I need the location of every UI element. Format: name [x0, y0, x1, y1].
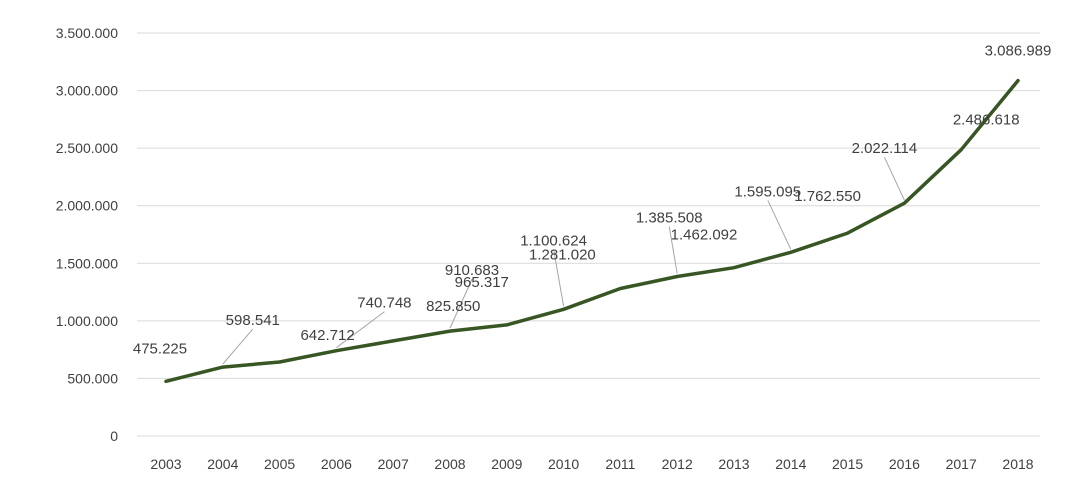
x-tick-label: 2009	[491, 456, 522, 472]
y-tick-label: 1.500.000	[56, 255, 118, 271]
x-tick-label: 2012	[662, 456, 693, 472]
data-label: 598.541	[226, 312, 280, 329]
label-leader-lines	[222, 156, 905, 365]
leader-line	[767, 200, 792, 250]
data-label: 1.462.092	[671, 227, 738, 244]
leader-line	[553, 249, 565, 307]
data-label: 1.100.624	[520, 232, 587, 249]
x-axis-tick-labels: 2003 2004 2005 2006 2007 2008 2009 2010 2011 2012…	[150, 456, 1033, 472]
x-tick-label: 2011	[605, 456, 635, 472]
x-tick-label: 2018	[1002, 456, 1033, 472]
data-label: 825.850	[426, 298, 480, 315]
data-label: 3.086.989	[985, 43, 1052, 60]
data-label: 2.486.618	[953, 112, 1020, 129]
x-tick-label: 2010	[548, 456, 579, 472]
data-label: 2.022.114	[852, 140, 918, 157]
leader-line	[883, 156, 905, 201]
leader-line	[668, 226, 678, 274]
x-tick-label: 2004	[207, 456, 238, 472]
leader-line	[222, 328, 254, 365]
series-line	[164, 78, 1020, 384]
y-axis-tick-labels: 0 500.000 1.000.000 1.500.000 2.000.000 2.500…	[56, 25, 119, 444]
x-tick-label: 2008	[434, 456, 465, 472]
y-tick-label: 3.000.000	[56, 83, 118, 99]
x-tick-label: 2007	[378, 456, 409, 472]
data-label: 475.225	[133, 340, 187, 357]
x-tick-label: 2016	[889, 456, 920, 472]
x-tick-label: 2005	[264, 456, 295, 472]
y-tick-label: 1.000.000	[56, 313, 118, 329]
data-label: 740.748	[357, 295, 411, 312]
data-label: 965.317	[455, 274, 509, 291]
x-tick-label: 2013	[718, 456, 749, 472]
y-tick-label: 2.500.000	[56, 140, 118, 156]
y-tick-label: 500.000	[67, 370, 118, 386]
data-label: 642.712	[300, 327, 354, 344]
series-layer	[164, 78, 1020, 384]
gridlines	[137, 32, 1040, 437]
leader-line	[336, 311, 385, 349]
x-tick-label: 2006	[321, 456, 352, 472]
data-label: 1.385.508	[636, 209, 703, 226]
leader-line	[449, 278, 473, 329]
data-label: 1.281.020	[529, 246, 596, 263]
y-tick-label: 3.500.000	[56, 25, 118, 41]
x-tick-label: 2015	[832, 456, 863, 472]
data-label: 910.683	[445, 262, 499, 279]
x-tick-label: 2003	[150, 456, 181, 472]
y-tick-label: 2.000.000	[56, 198, 118, 214]
y-tick-label: 0	[110, 428, 118, 444]
data-label: 1.762.550	[794, 188, 861, 205]
x-tick-label: 2017	[946, 456, 977, 472]
data-label: 1.595.095	[734, 183, 801, 200]
x-tick-label: 2014	[775, 456, 806, 472]
